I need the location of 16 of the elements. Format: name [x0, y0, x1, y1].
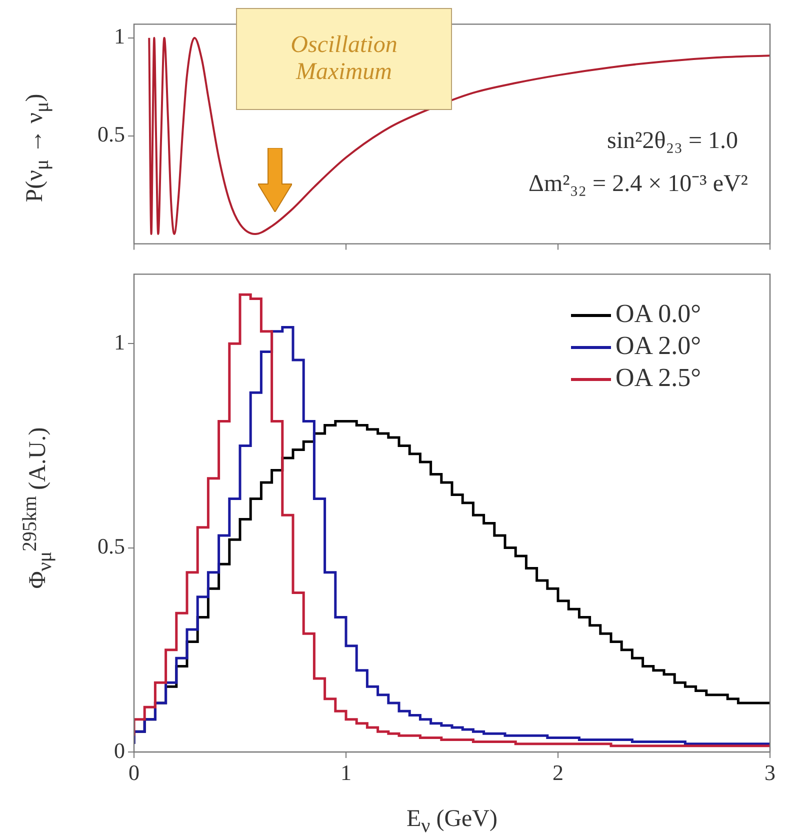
- annotation: sin²2θ₂₃ = 1.0: [606, 128, 738, 155]
- x-tick-label: 3: [764, 760, 776, 785]
- y-tick-label: 1: [114, 24, 125, 49]
- line-series: [148, 36, 770, 235]
- note-box: Oscillation Maximum: [236, 8, 452, 110]
- legend-label: OA 2.5°: [615, 362, 701, 394]
- x-axis-title: E$_{ν}$ (GeV): [406, 806, 498, 838]
- y-tick-label: 0.5: [98, 122, 125, 147]
- y-tick-label: 0.5: [98, 534, 125, 559]
- annotation: Δm²₃₂ = 2.4 × 10⁻³ eV²: [528, 170, 748, 198]
- y-tick-label: 1: [114, 329, 125, 354]
- y-tick-label: 0: [114, 738, 125, 763]
- x-tick-label: 1: [340, 760, 352, 785]
- x-tick-label: 2: [552, 760, 564, 785]
- legend-label: OA 0.0°: [615, 298, 701, 330]
- legend-label: OA 2.0°: [615, 330, 701, 362]
